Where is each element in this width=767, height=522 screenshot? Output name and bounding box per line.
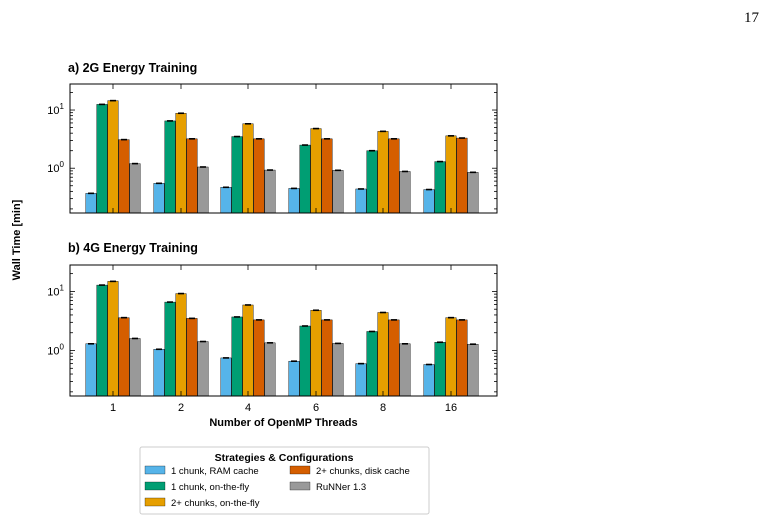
page-number: 17: [744, 10, 759, 26]
bar: [264, 169, 276, 214]
bar: [253, 138, 265, 214]
legend-box: [139, 446, 430, 515]
bar: [153, 349, 165, 397]
bar: [118, 139, 130, 214]
bar: [377, 131, 389, 214]
legend-swatch: [144, 465, 166, 475]
legend-label: 1 chunk, RAM cache: [171, 466, 259, 477]
bar: [366, 150, 378, 214]
x-tick-label: 8: [380, 402, 386, 414]
bar: [85, 193, 97, 214]
legend-swatch: [289, 481, 311, 491]
bar: [242, 123, 254, 214]
bar: [456, 319, 468, 397]
panel-title: b) 4G Energy Training: [68, 241, 198, 255]
bar: [96, 284, 108, 397]
bar: [355, 188, 367, 214]
legend-label: 2+ chunks, disk cache: [316, 466, 410, 477]
bar: [186, 318, 198, 397]
bar: [197, 341, 209, 397]
chart-panel-b: b) 4G Energy Training 100 101 1 2 4 6 8 16 Number…: [47, 241, 498, 429]
bar: [366, 331, 378, 397]
bar: [129, 163, 141, 214]
bar: [388, 319, 400, 397]
legend-label: 1 chunk, on-the-fly: [171, 482, 249, 493]
bar: [399, 171, 411, 214]
y-tick-label: 100: [47, 343, 64, 358]
bar: [175, 113, 187, 214]
bar: [242, 304, 254, 397]
bar: [434, 161, 446, 214]
legend-swatch: [144, 481, 166, 491]
legend-swatch: [289, 465, 311, 475]
bar: [456, 137, 468, 214]
bar: [321, 138, 333, 214]
x-tick-label: 16: [445, 402, 457, 414]
bar: [445, 135, 457, 214]
bar: [186, 138, 198, 214]
bar: [310, 310, 322, 397]
bar: [107, 281, 119, 397]
bar: [231, 316, 243, 397]
panel-title: a) 2G Energy Training: [68, 61, 197, 75]
y-tick-label: 101: [47, 102, 64, 117]
plot-frame: [69, 83, 498, 214]
x-tick-label: 2: [178, 402, 184, 414]
bar: [399, 343, 411, 397]
plot-frame: [69, 264, 498, 397]
bar: [220, 187, 232, 214]
x-tick-label: 4: [245, 402, 251, 414]
legend-label: 2+ chunks, on-the-fly: [171, 498, 260, 509]
bar: [321, 319, 333, 397]
x-axis-title: Number of OpenMP Threads: [209, 417, 357, 429]
bar: [264, 342, 276, 397]
bar: [153, 183, 165, 214]
legend-swatch: [144, 497, 166, 507]
bar: [164, 301, 176, 397]
bar: [253, 319, 265, 397]
y-axis-title: Wall Time [min]: [11, 199, 23, 280]
x-tick-label: 6: [313, 402, 319, 414]
chart-panel-a: a) 2G Energy Training 100 101: [47, 61, 498, 214]
bar: [220, 357, 232, 397]
x-tick-label: 1: [110, 402, 116, 414]
bar: [445, 317, 457, 397]
bar: [164, 120, 176, 214]
bar: [423, 189, 435, 214]
bar: [423, 364, 435, 397]
bar: [288, 360, 300, 397]
bar: [118, 317, 130, 397]
bar: [332, 343, 344, 397]
bar: [288, 188, 300, 214]
bar: [467, 343, 479, 397]
bar: [231, 136, 243, 214]
bar: [355, 363, 367, 397]
legend: Strategies & Configurations 1 chunk, RAM …: [139, 446, 430, 515]
bar: [434, 342, 446, 397]
bar: [175, 293, 187, 397]
bar: [85, 343, 97, 397]
legend-label: RuNNer 1.3: [316, 482, 366, 493]
bar: [299, 325, 311, 397]
bar: [388, 138, 400, 214]
y-tick-label: 100: [47, 160, 64, 175]
bar: [197, 166, 209, 214]
y-tick-label: 101: [47, 283, 64, 298]
legend-title: Strategies & Configurations: [215, 452, 354, 464]
bar: [299, 144, 311, 214]
bar: [107, 100, 119, 214]
bar: [467, 172, 479, 214]
bar: [129, 338, 141, 397]
bar: [332, 170, 344, 214]
bar: [377, 312, 389, 397]
bar: [96, 104, 108, 214]
bar: [310, 128, 322, 214]
